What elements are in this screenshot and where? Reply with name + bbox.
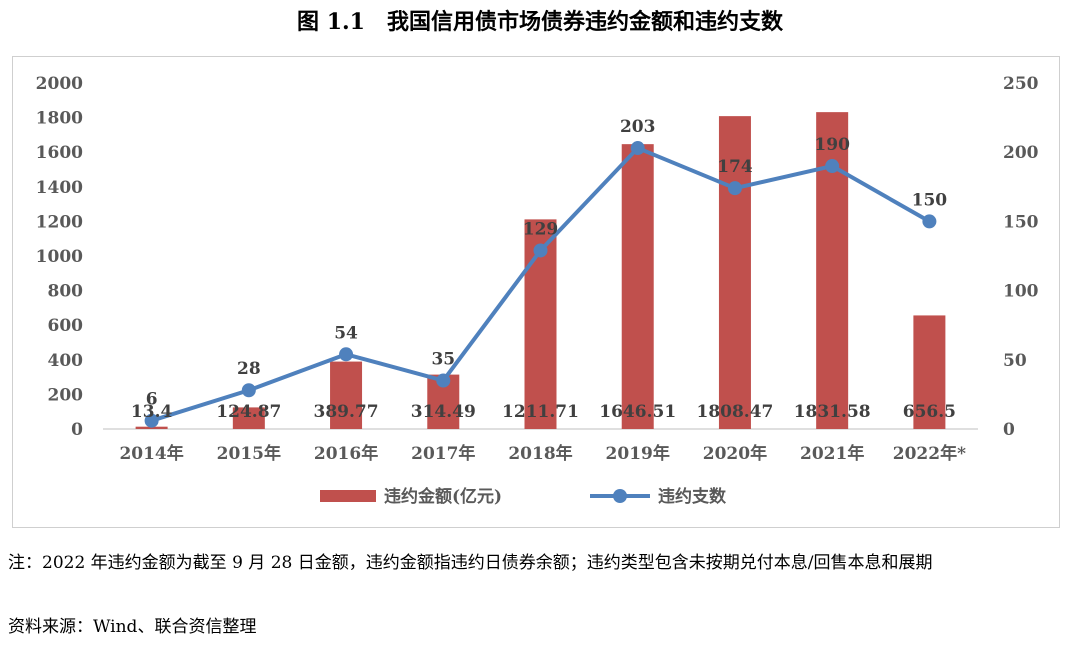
left-axis-tick-label: 1800 [36,109,83,129]
legend: 违约金额(亿元) 违约支数 [320,486,727,507]
right-axis-tick-label: 0 [1003,420,1015,440]
line-data-label: 54 [334,323,358,343]
bar-data-labels: 13.4 124.87 389.77 314.49 1211.71 1646.51 1808… [131,402,956,422]
bar [232,407,265,429]
x-axis-tick-label: 2017年 [411,443,475,464]
x-axis-tick-label: 2014年 [119,443,183,464]
line-series [144,141,937,428]
left-axis-tick-label: 1000 [36,247,83,267]
line-point [922,214,937,229]
left-axis-tick-label: 1200 [36,212,83,232]
line-point [436,373,451,388]
x-axis-tick-label: 2020年 [703,443,767,464]
left-axis-tick-label: 0 [71,420,83,440]
bar-data-label: 656.5 [903,402,956,422]
left-axis-tick-label: 400 [48,351,84,371]
left-axis-tick-label: 2000 [36,74,83,94]
bar-data-label: 1808.47 [696,402,773,422]
right-axis-tick-label: 200 [1003,143,1039,163]
left-axis-tick-label: 1400 [36,178,83,198]
bar [718,116,751,429]
x-axis-tick-label: 2019年 [606,443,670,464]
line-data-label: 190 [814,135,850,155]
line-data-labels: 6 28 54 35 129 203 174 190 150 [146,117,948,410]
line-point [339,347,354,362]
bar [621,144,654,429]
left-axis-tick-label: 1600 [36,143,83,163]
bar-data-label: 1831.58 [794,402,871,422]
bar [330,361,363,429]
bar-data-label: 1646.51 [599,402,676,422]
line-data-label: 174 [717,157,753,177]
left-axis-ticks: 0 200 400 600 800 1000 1200 1400 1600 1800 2000 [36,74,83,440]
bar-data-label: 314.49 [411,402,476,422]
line-data-label: 150 [912,190,948,210]
line-point [533,243,548,258]
bar-data-label: 389.77 [314,402,379,422]
bar [135,426,168,429]
chart-title: 图 1.1 我国信用债市场债券违约金额和违约支数 [297,9,783,35]
line-point [144,413,159,428]
line-data-label: 129 [523,219,559,239]
line-data-label: 203 [620,117,656,137]
footnote: 注：2022 年违约金额为截至 9 月 28 日金额，违约金额指违约日债券余额；… [8,553,933,573]
line-point [825,159,840,174]
line-data-label: 28 [237,359,261,379]
right-axis-tick-label: 50 [1003,351,1027,371]
legend-bar-swatch [320,490,376,502]
bar-data-label: 1211.71 [502,402,579,422]
left-axis-tick-label: 200 [48,385,84,405]
left-axis-tick-label: 800 [48,282,84,302]
right-axis-ticks: 0 50 100 150 200 250 [1003,74,1039,440]
line-point [727,181,742,196]
line-point [630,141,645,156]
chart-frame: 0 200 400 600 800 1000 1200 1400 1600 1800 2000 0 5… [12,56,1060,528]
right-axis-tick-label: 100 [1003,282,1039,302]
bar [913,315,946,429]
bar-series [135,112,946,429]
right-axis-tick-label: 250 [1003,74,1039,94]
line-data-label: 6 [146,390,158,410]
line-data-label: 35 [431,350,455,370]
bar-data-label: 13.4 [131,402,173,422]
legend-line-marker [613,489,627,503]
legend-bar-label: 违约金额(亿元) [384,486,502,507]
line-point [241,383,256,398]
x-axis-tick-label: 2015年 [217,443,281,464]
source-note: 资料来源：Wind、联合资信整理 [8,617,257,637]
x-axis-tick-label: 2016年 [314,443,378,464]
left-axis-tick-label: 600 [48,316,84,336]
x-axis-tick-label: 2021年 [800,443,864,464]
x-axis-tick-label: 2022年* [893,443,966,464]
x-axis-ticks: 2014年 2015年 2016年 2017年 2018年 2019年 2020年 2021年… [119,443,966,464]
chart-svg: 0 200 400 600 800 1000 1200 1400 1600 1800 2000 0 5… [36,74,1039,507]
right-axis-tick-label: 150 [1003,212,1039,232]
legend-line-label: 违约支数 [658,486,727,507]
x-axis-tick-label: 2018年 [508,443,572,464]
bar-data-label: 124.87 [216,402,281,422]
